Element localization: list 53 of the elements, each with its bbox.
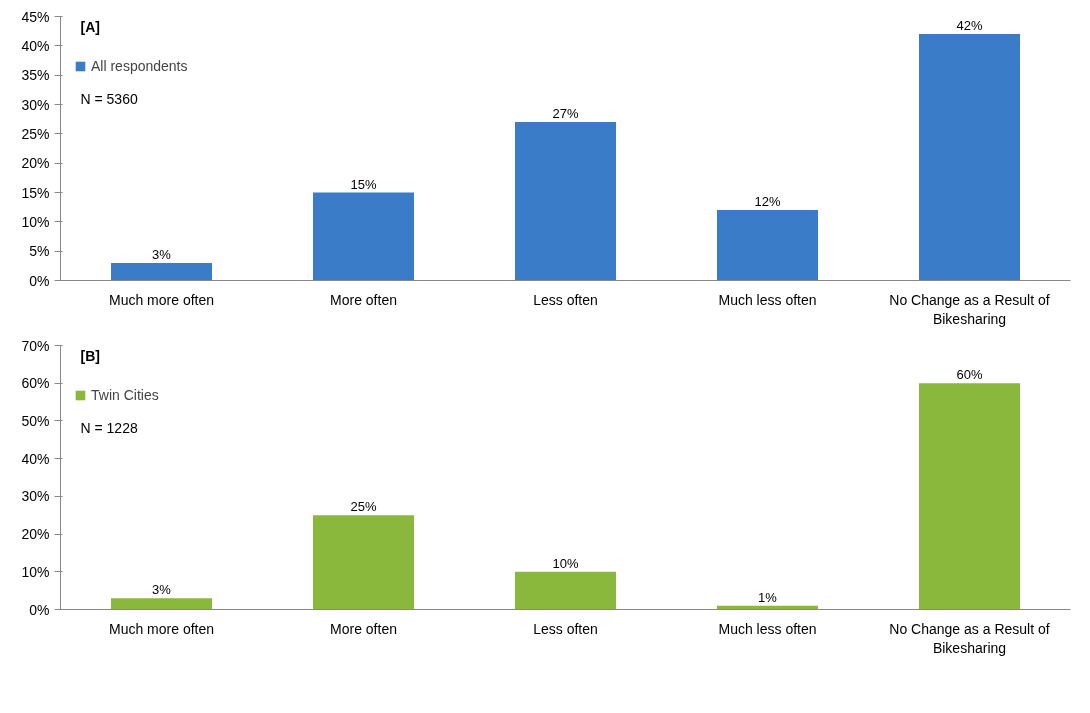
y-tick-label: 50% bbox=[21, 412, 50, 429]
data-label: 3% bbox=[152, 246, 172, 262]
annotation: [A] bbox=[80, 18, 100, 35]
x-tick-label: More often bbox=[330, 620, 397, 637]
x-tick-label: Less often bbox=[533, 291, 598, 308]
y-tick-label: 30% bbox=[21, 96, 50, 113]
y-tick-label: 10% bbox=[21, 213, 50, 230]
y-tick-label: 30% bbox=[21, 488, 50, 505]
y-tick-label: 40% bbox=[21, 450, 50, 467]
y-tick-label: 0% bbox=[29, 272, 50, 289]
bar bbox=[717, 210, 818, 281]
x-tick-label: Much more often bbox=[108, 620, 215, 637]
bar bbox=[919, 34, 1020, 281]
y-tick-label: 45% bbox=[21, 8, 50, 25]
annotation: N = 5360 bbox=[80, 90, 138, 107]
data-label: 60% bbox=[956, 367, 983, 383]
annotation: [B] bbox=[80, 347, 100, 364]
y-tick-label: 70% bbox=[21, 337, 50, 354]
y-tick-label: 20% bbox=[21, 155, 50, 172]
x-tick-label: Less often bbox=[533, 620, 598, 637]
x-tick-label: No Change as a Result of Bikesharing bbox=[889, 291, 1050, 327]
x-tick-label: More often bbox=[330, 291, 397, 308]
bar bbox=[111, 598, 212, 610]
x-tick-label: No Change as a Result of Bikesharing bbox=[889, 620, 1050, 656]
x-tick-label: Much more often bbox=[108, 291, 215, 308]
bar bbox=[515, 571, 616, 610]
x-tick-label: Much less often bbox=[718, 291, 817, 308]
y-tick-label: 35% bbox=[21, 67, 50, 84]
y-tick-label: 5% bbox=[29, 243, 50, 260]
data-label: 1% bbox=[758, 589, 778, 605]
bar bbox=[111, 262, 212, 281]
y-tick-label: 10% bbox=[21, 563, 50, 580]
data-label: 42% bbox=[956, 18, 983, 34]
data-label: 27% bbox=[552, 106, 579, 122]
annotation: N = 1228 bbox=[80, 419, 138, 436]
legend-label: All respondents bbox=[91, 58, 188, 74]
data-label: 3% bbox=[152, 582, 172, 598]
y-tick-label: 20% bbox=[21, 526, 50, 543]
legend-label: Twin Cities bbox=[91, 387, 159, 403]
bar bbox=[313, 515, 414, 610]
y-tick-label: 60% bbox=[21, 375, 50, 392]
x-tick-label: Much less often bbox=[718, 620, 817, 637]
data-label: 12% bbox=[754, 194, 781, 210]
y-tick-label: 25% bbox=[21, 125, 50, 142]
data-label: 10% bbox=[552, 555, 579, 571]
bar bbox=[313, 192, 414, 281]
y-tick-label: 40% bbox=[21, 37, 50, 54]
bar bbox=[515, 122, 616, 281]
y-tick-label: 15% bbox=[21, 184, 50, 201]
data-label: 15% bbox=[350, 176, 377, 192]
bar bbox=[919, 383, 1020, 610]
y-tick-label: 0% bbox=[29, 601, 50, 618]
data-label: 25% bbox=[350, 499, 377, 515]
